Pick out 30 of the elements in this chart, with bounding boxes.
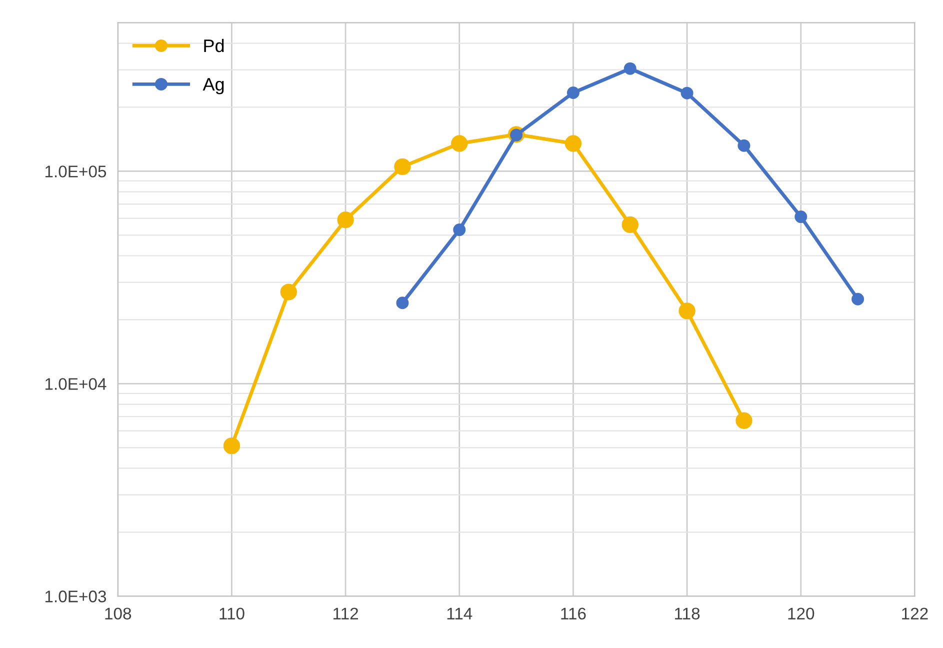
x-tick-label: 112 [334, 608, 358, 620]
y-tick-label: 1.0E+03 [45, 590, 106, 602]
point [794, 210, 808, 224]
legend-label: Ag [202, 78, 224, 94]
point [337, 212, 354, 228]
legend-label: Pd [204, 38, 224, 52]
point [678, 302, 696, 320]
point [280, 284, 297, 300]
point [624, 62, 636, 75]
point [738, 139, 750, 152]
point [852, 292, 864, 306]
point [564, 135, 582, 152]
point [451, 135, 468, 152]
point [736, 412, 752, 429]
point [680, 86, 694, 100]
y-tick-label: 1.0E+05 [45, 166, 106, 178]
x-tick-label: 116 [561, 608, 586, 620]
x-tick-label: 118 [675, 608, 700, 620]
point [394, 158, 411, 176]
point [223, 437, 240, 454]
point [453, 224, 466, 236]
point [396, 296, 409, 310]
y-tick-label: 1.0E+04 [45, 378, 106, 390]
x-tick-label: 114 [447, 608, 472, 620]
x-tick-label: 120 [788, 608, 814, 620]
point [566, 86, 580, 99]
x-tick-label: 110 [220, 608, 244, 620]
x-tick-label: 122 [902, 608, 928, 620]
x-tick-label: 108 [105, 608, 132, 620]
point [622, 216, 638, 234]
